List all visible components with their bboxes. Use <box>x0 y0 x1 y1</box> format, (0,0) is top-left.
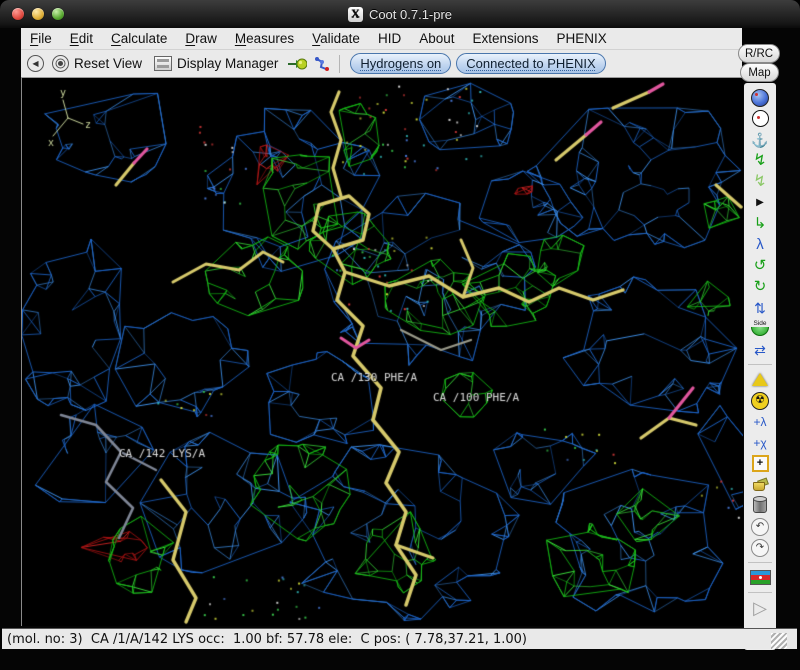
resize-grip[interactable] <box>771 633 787 649</box>
menu-item-about[interactable]: About <box>419 31 455 46</box>
redo-icon[interactable]: ↷ <box>744 537 776 558</box>
edit-chi-angles-icon[interactable]: +χ <box>753 435 767 450</box>
go-to-atom-button[interactable] <box>284 52 310 76</box>
mutate-icon[interactable] <box>744 369 776 390</box>
reset-view-label: Reset View <box>74 56 143 71</box>
real-space-refine-icon[interactable]: ↯ <box>753 151 767 169</box>
pepflip-icon[interactable]: ⇅ <box>754 299 766 316</box>
reset-view-button[interactable]: Reset View <box>46 52 148 76</box>
regularize-zone-icon[interactable]: ↯ <box>753 172 767 190</box>
rotate-translate-sphere-icon[interactable]: ↻ <box>753 278 767 295</box>
display-manager-button[interactable]: Display Manager <box>148 52 284 76</box>
rrc-button[interactable]: R/RC <box>738 44 780 63</box>
target-icon <box>52 55 69 72</box>
menu-item-calculate[interactable]: Calculate <box>111 31 168 46</box>
modelling-toolbar: ⚓ ↯ ↯ ▶ ↳ λ ↺ ↻ ⇅ Side ⇄ ☢ +λ +χ + ↶ ↷ ▷ <box>744 83 776 650</box>
add-terminal-residue-icon[interactable]: +λ <box>753 414 767 429</box>
menu-bar: File Edit Calculate Draw Measures Validate HID… <box>21 28 742 50</box>
hydrogens-toggle-button[interactable]: Hydrogens on <box>350 53 452 74</box>
auto-fit-rotamer-icon[interactable]: ↳ <box>753 215 767 232</box>
delete-trash-icon[interactable] <box>744 495 776 516</box>
phenix-connection-button[interactable]: Connected to PHENIX <box>456 53 606 74</box>
rotamers-icon[interactable]: λ <box>756 236 764 253</box>
phenix-label: Connected to PHENIX <box>466 56 596 71</box>
title-bar[interactable]: X Coot 0.7.1-pre <box>0 0 800 28</box>
toolbar-separator <box>748 364 772 365</box>
close-button[interactable] <box>12 8 24 20</box>
molecular-3d-canvas[interactable] <box>21 78 743 626</box>
menu-item-file[interactable]: File <box>30 31 52 46</box>
back-arrow-icon: ◀ <box>27 55 44 72</box>
add-atom-icon[interactable]: + <box>744 453 776 474</box>
toolbar-separator <box>339 54 341 73</box>
jed-flip-icon[interactable]: ⇄ <box>754 341 766 358</box>
undo-icon[interactable]: ↶ <box>744 516 776 537</box>
recentre-view-icon[interactable] <box>744 108 776 129</box>
brush-icon[interactable] <box>744 474 776 495</box>
menu-item-edit[interactable]: Edit <box>69 31 94 46</box>
zoom-button[interactable] <box>52 8 64 20</box>
map-button[interactable]: Map <box>740 63 779 82</box>
accept-triangle-icon[interactable]: ▶ <box>756 196 764 208</box>
simple-mutate-radiation-icon[interactable]: ☢ <box>744 390 776 411</box>
menu-item-draw[interactable]: Draw <box>185 31 217 46</box>
rrc-label: R/RC <box>744 47 774 60</box>
display-manager-label: Display Manager <box>177 56 279 71</box>
go-to-atom-icon <box>288 58 308 69</box>
toolbar-separator <box>748 592 772 593</box>
menu-item-hid[interactable]: HID <box>377 31 402 46</box>
menu-item-measures[interactable]: Measures <box>234 31 295 46</box>
menu-item-validate[interactable]: Validate <box>312 31 360 46</box>
menu-item-extensions[interactable]: Extensions <box>472 31 539 46</box>
hydrogens-label: Hydrogens on <box>360 56 442 71</box>
window-title-text: Coot 0.7.1-pre <box>368 6 453 22</box>
rotate-translate-icon[interactable]: ↺ <box>753 257 767 274</box>
blue-sphere-icon[interactable] <box>744 87 776 108</box>
minimize-button[interactable] <box>32 8 44 20</box>
traffic-lights <box>12 0 64 28</box>
side-chain-180-icon[interactable]: Side <box>744 318 776 339</box>
fix-atoms-anchor-icon[interactable]: ⚓ <box>751 131 769 148</box>
status-text: (mol. no: 3) CA /1/A/142 LYS occ: 1.00 b… <box>7 631 527 647</box>
go-to-ligand-button[interactable] <box>310 52 334 76</box>
status-bar: (mol. no: 3) CA /1/A/142 LYS occ: 1.00 b… <box>2 628 797 649</box>
x11-icon: X <box>347 6 363 22</box>
main-toolbar: ◀ Reset View Display Manager <box>21 50 742 78</box>
back-view-button[interactable]: ◀ <box>21 52 46 76</box>
run-play-icon[interactable]: ▷ <box>753 597 767 618</box>
window-title: X Coot 0.7.1-pre <box>347 6 453 22</box>
flag-icon[interactable] <box>744 567 776 588</box>
toolbar-separator <box>748 562 772 563</box>
go-to-ligand-icon <box>315 56 330 71</box>
map-label: Map <box>748 66 771 79</box>
menu-item-phenix[interactable]: PHENIX <box>556 31 607 46</box>
display-manager-icon <box>154 56 173 71</box>
